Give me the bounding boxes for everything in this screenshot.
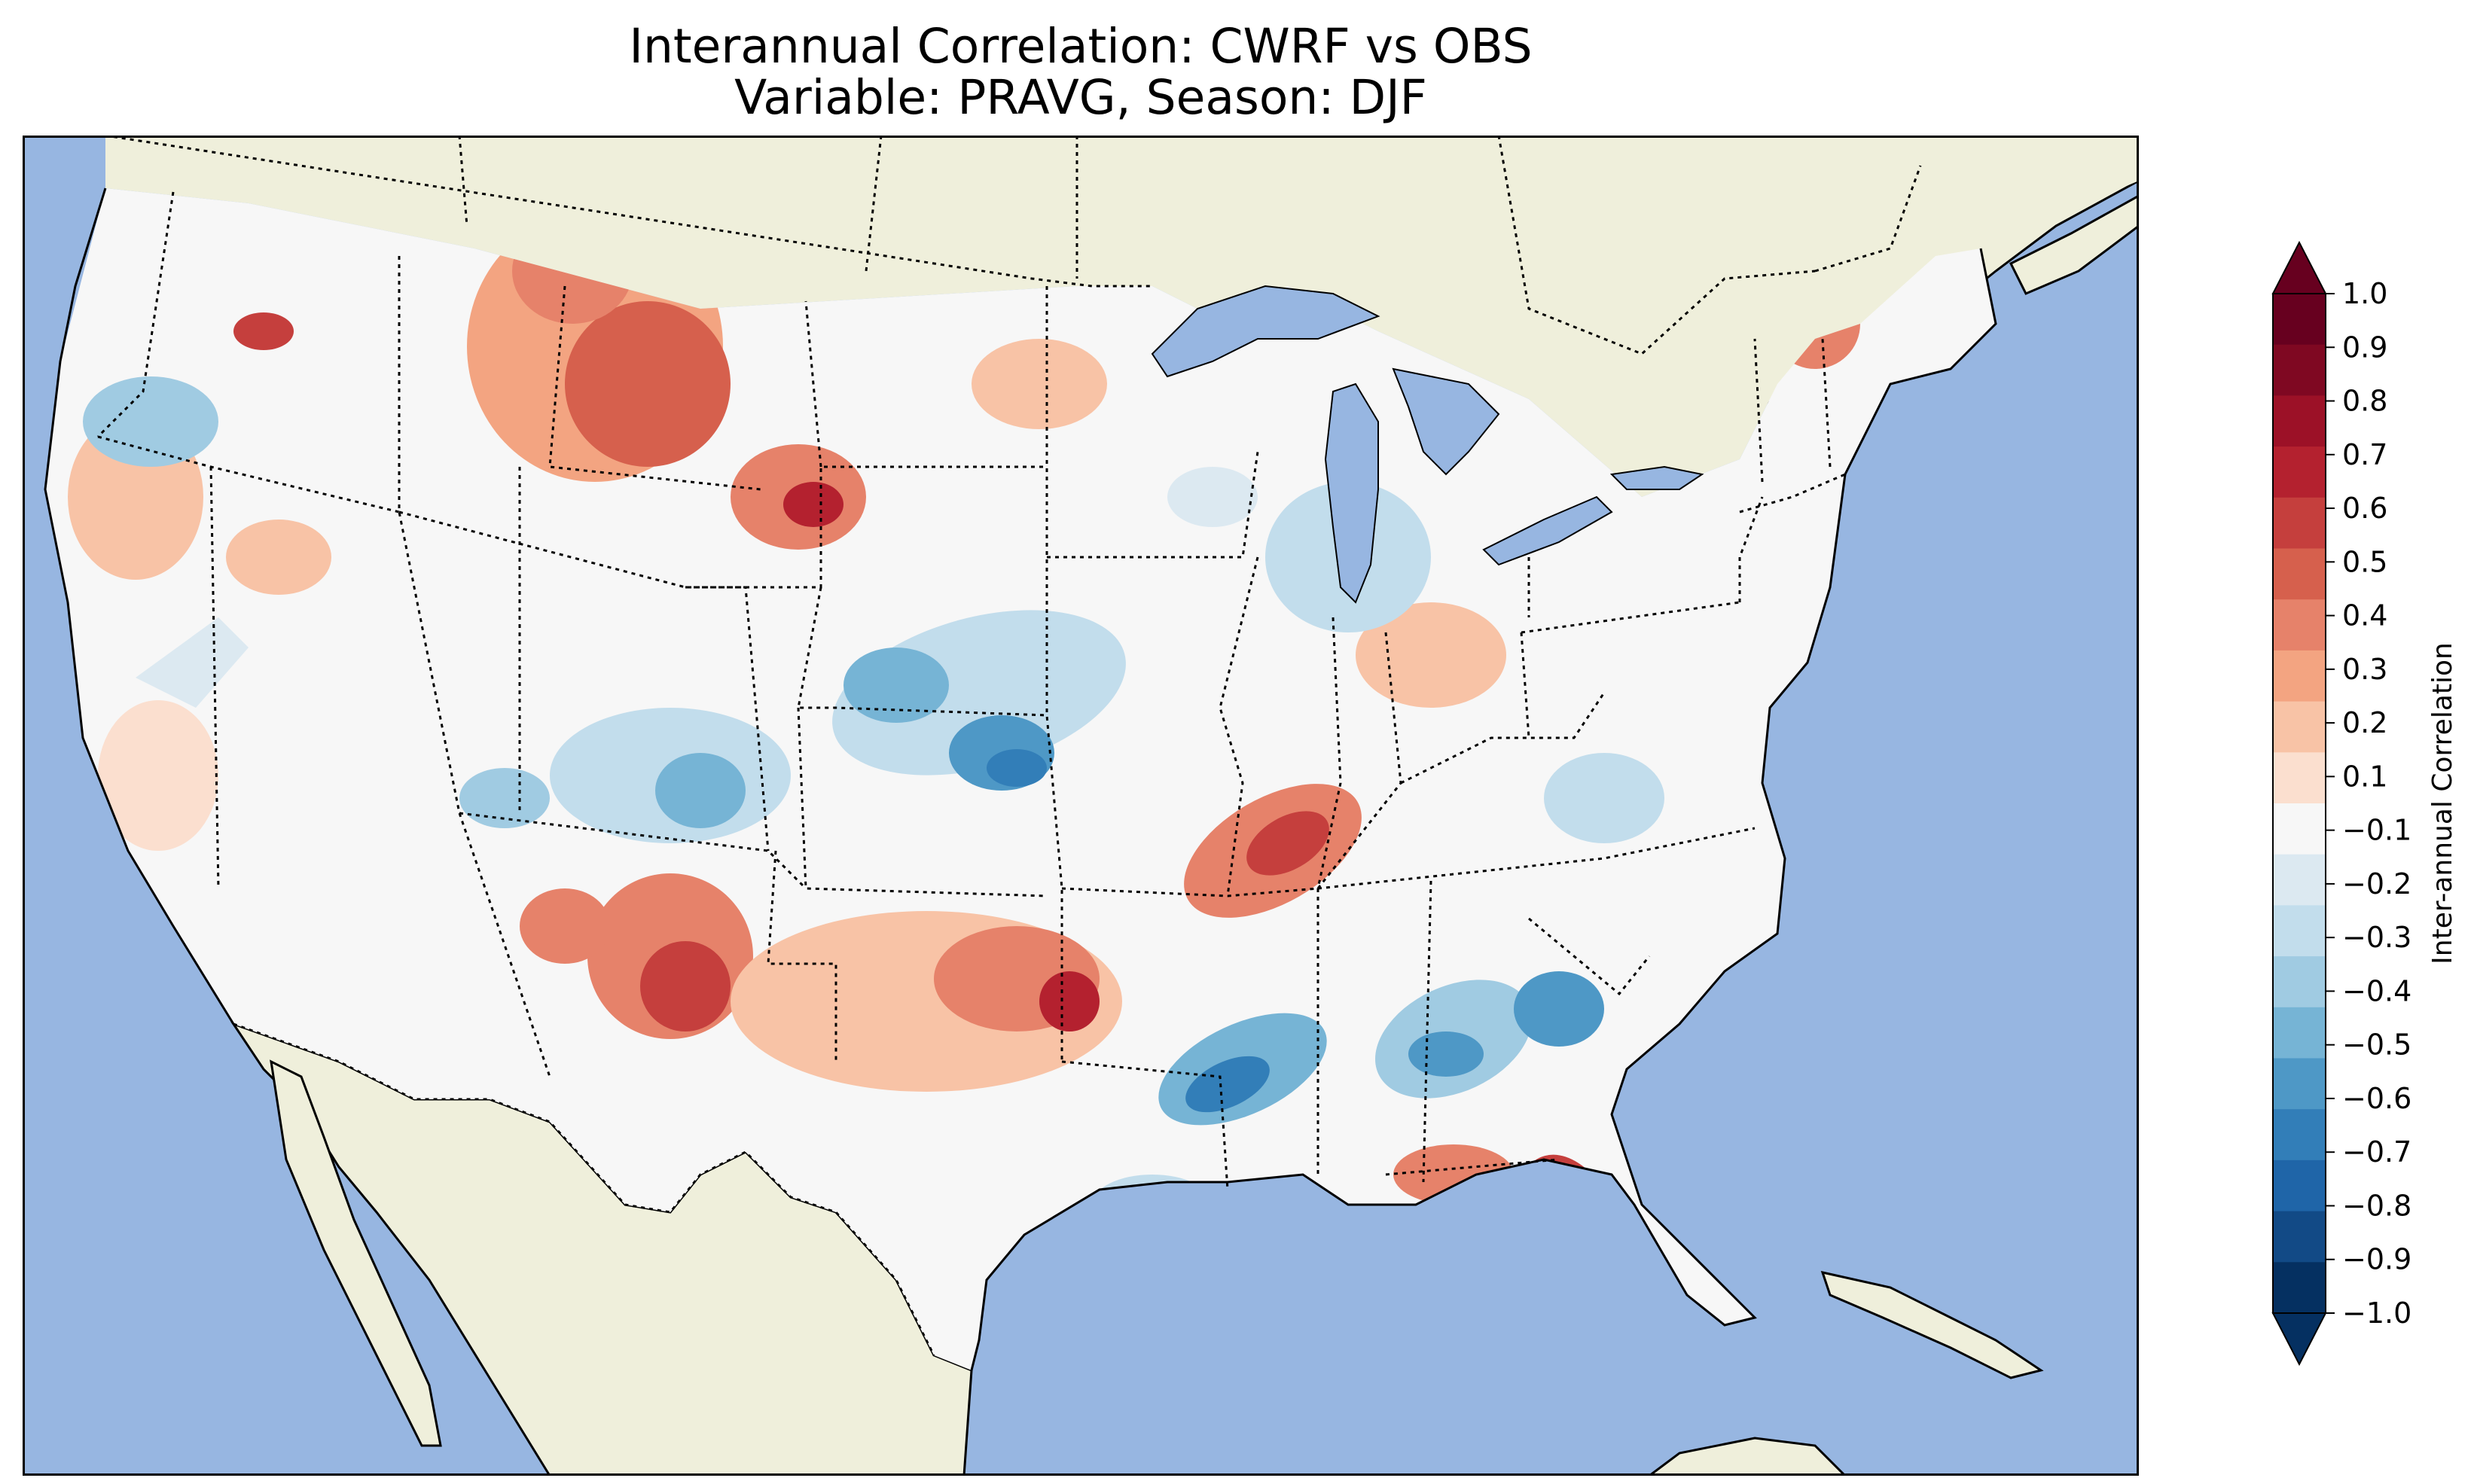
colorbar-segment xyxy=(2273,1262,2326,1314)
nova-scotia xyxy=(2009,194,2139,295)
colorbar-frame xyxy=(2272,293,2326,1314)
colorbar-segment xyxy=(2273,497,2326,549)
country-borders xyxy=(105,136,1922,1356)
lake-erie xyxy=(1482,495,1613,566)
colorbar-tick-label: 0.4 xyxy=(2342,599,2387,632)
colorbar-segment xyxy=(2273,344,2326,396)
colorbar-segment xyxy=(2273,752,2326,804)
colorbar-tick-label: 1.0 xyxy=(2342,277,2387,310)
colorbar-segment xyxy=(2273,548,2326,600)
colorbar-segment xyxy=(2273,854,2326,906)
colorbar-tick-label: −0.8 xyxy=(2342,1189,2411,1222)
lake-ontario xyxy=(1609,465,1704,490)
lake-superior xyxy=(1151,285,1380,378)
colorbar-tick-label: −0.1 xyxy=(2342,814,2411,847)
correlation-map xyxy=(23,136,2139,1476)
colorbar-segment xyxy=(2273,599,2326,651)
colorbar-tick-label: 0.8 xyxy=(2342,385,2387,418)
colorbar-tick-label: −0.2 xyxy=(2342,867,2411,900)
colorbar-tick-label: 0.9 xyxy=(2342,331,2387,364)
lake-michigan xyxy=(1324,382,1379,604)
colorbar-segment xyxy=(2273,650,2326,702)
lake-huron xyxy=(1392,367,1500,476)
colorbar-label: Inter-annual Correlation xyxy=(2427,642,2458,964)
colorbar-tick-label: −0.7 xyxy=(2342,1135,2411,1169)
colorbar-segment xyxy=(2273,1109,2326,1161)
colorbar-segment xyxy=(2273,701,2326,753)
colorbar-segment xyxy=(2273,395,2326,447)
colorbar-tick-label: −1.0 xyxy=(2342,1297,2411,1330)
colorbar-segment xyxy=(2273,1058,2326,1110)
colorbar-segment xyxy=(2273,294,2326,346)
gulf-coastline xyxy=(970,248,1997,1371)
colorbar-segments xyxy=(2273,294,2326,1314)
map-title: Interannual Correlation: CWRF vs OBS xyxy=(629,19,1533,74)
colorbar-tick-label: −0.6 xyxy=(2342,1082,2411,1115)
colorbar-tick-label: −0.4 xyxy=(2342,974,2411,1007)
colorbar-segment xyxy=(2273,1211,2326,1263)
colorbar-tick-label: 0.5 xyxy=(2342,545,2387,578)
map-frame xyxy=(23,136,2139,1476)
colorbar-tick-label: 0.1 xyxy=(2342,760,2387,793)
colorbar-extend-bottom xyxy=(2271,1312,2327,1367)
colorbar-segment xyxy=(2273,803,2326,855)
colorbar-segment xyxy=(2273,1159,2326,1212)
colorbar-tick-label: 0.6 xyxy=(2342,492,2387,525)
colorbar-ticks: 1.0 0.9 0.8 0.7 0.6 0.5 0.4 0.3 0.2 0.1 −0.1 −0.2 −0… xyxy=(2326,277,2411,1330)
colorbar-tick-label: 0.7 xyxy=(2342,438,2387,471)
colorbar-segment xyxy=(2273,446,2326,498)
south-america-corner xyxy=(1647,1437,1847,1476)
colorbar-extend-top xyxy=(2271,240,2327,294)
colorbar-tick-label: −0.5 xyxy=(2342,1028,2411,1062)
colorbar-tick-label: −0.3 xyxy=(2342,921,2411,954)
state-borders xyxy=(96,191,1846,1190)
colorbar-tick-label: 0.3 xyxy=(2342,653,2387,686)
great-lakes xyxy=(1151,285,1704,604)
colorbar-tick-label: −0.9 xyxy=(2342,1243,2411,1276)
us-coastline xyxy=(44,187,235,1025)
colorbar-tick-label: 0.2 xyxy=(2342,706,2387,739)
colorbar-segment xyxy=(2273,905,2326,957)
map-subtitle: Variable: PRAVG, Season: DJF xyxy=(734,70,1427,125)
colorbar-segment xyxy=(2273,956,2326,1008)
cuba xyxy=(1820,1270,2044,1379)
baja-california xyxy=(270,1059,442,1447)
colorbar-segment xyxy=(2273,1007,2326,1059)
canada-landmass-west xyxy=(105,136,2139,497)
